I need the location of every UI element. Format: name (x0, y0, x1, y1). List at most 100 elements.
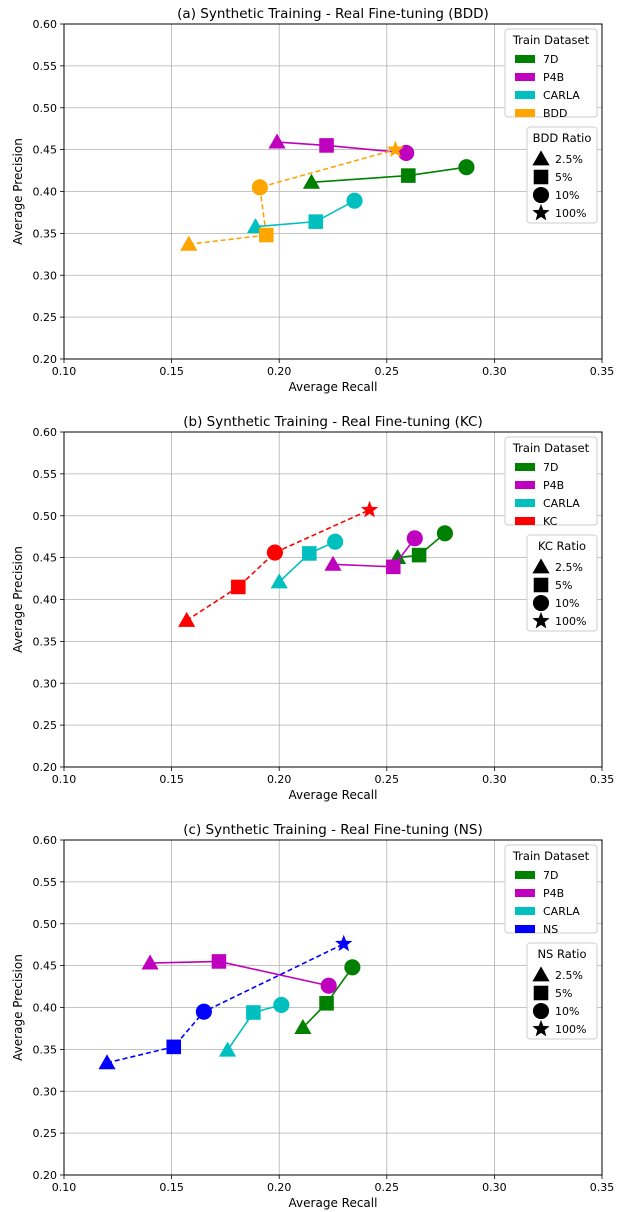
data-point-circle (195, 1003, 212, 1020)
data-point-circle (398, 144, 415, 162)
data-point-circle (327, 533, 344, 550)
legend-entry: KC (543, 515, 558, 528)
data-point-circle (436, 525, 453, 542)
y-tick-label: 0.60 (33, 834, 58, 847)
legend-marker-circle (532, 594, 550, 612)
data-point-square (385, 559, 401, 575)
data-point-triangle (302, 173, 321, 189)
x-tick-label: 0.30 (482, 1181, 507, 1194)
legend-entry: 2.5% (555, 153, 583, 166)
data-point-triangle (324, 555, 342, 571)
legend-entry: NS (543, 923, 558, 936)
data-point-square (166, 1039, 182, 1055)
legend-train-dataset: Train Dataset 7D P4B CARLA KC (504, 436, 598, 528)
x-tick-label: 0.10 (52, 365, 77, 378)
legend-swatch (515, 463, 535, 471)
legend-entry: BDD (543, 107, 568, 120)
x-tick-label: 0.35 (590, 1181, 615, 1194)
x-tick-label: 0.20 (267, 365, 292, 378)
y-axis-label: Average Precision (11, 954, 25, 1061)
x-tick-label: 0.20 (267, 773, 292, 786)
x-tick-label: 0.25 (375, 1181, 400, 1194)
series-line (188, 148, 396, 246)
x-tick-label: 0.25 (375, 773, 400, 786)
x-tick-label: 0.30 (482, 365, 507, 378)
data-point-circle (346, 192, 363, 209)
y-tick-label: 0.30 (33, 269, 58, 282)
y-axis-label: Average Precision (11, 138, 25, 245)
data-point-circle (344, 959, 361, 976)
legend-title: NS Ratio (537, 947, 586, 961)
plot-frame (63, 431, 603, 768)
legend-swatch (515, 109, 535, 117)
series-line (106, 943, 345, 1064)
x-tick-label: 0.15 (159, 1181, 184, 1194)
legend-swatch (515, 925, 535, 933)
legend-entry: P4B (543, 479, 564, 492)
series-p4b (324, 530, 423, 575)
legend-entry: 10% (555, 189, 579, 202)
data-point-square (411, 547, 427, 563)
legend-entry: 100% (555, 1023, 586, 1036)
x-tick-label: 0.10 (52, 773, 77, 786)
legend-swatch (515, 889, 535, 897)
chart-title: (a) Synthetic Training - Real Fine-tunin… (177, 6, 489, 22)
y-tick-label: 0.55 (33, 468, 58, 481)
y-tick-label: 0.25 (33, 719, 58, 732)
legend-swatch (515, 871, 535, 879)
data-point-square (302, 546, 317, 561)
legend-entry: 5% (555, 579, 572, 592)
chart-title: (b) Synthetic Training - Real Fine-tunin… (183, 414, 482, 430)
y-tick-label: 0.40 (33, 594, 58, 607)
series-kc (178, 500, 379, 627)
legend-train-dataset: Train Dataset 7D P4B CARLA NS (504, 844, 598, 936)
series-line (255, 200, 355, 228)
legend-entry: 10% (555, 597, 579, 610)
legend-entry: P4B (543, 887, 564, 900)
legend-swatch (515, 91, 535, 99)
data-point-triangle (270, 573, 288, 589)
legend-entry: 5% (555, 171, 572, 184)
legend-swatch (515, 73, 535, 81)
chart-title: (c) Synthetic Training - Real Fine-tunin… (183, 822, 482, 838)
legend-swatch (515, 481, 535, 489)
y-tick-label: 0.45 (33, 960, 58, 973)
x-tick-label: 0.30 (482, 773, 507, 786)
series-carla (218, 996, 290, 1057)
legend-marker-triangle (532, 966, 550, 982)
data-point-circle (320, 977, 337, 994)
legend-entry: 2.5% (555, 561, 583, 574)
series-7d (388, 525, 453, 565)
y-tick-label: 0.55 (33, 60, 58, 73)
x-tick-label: 0.25 (375, 365, 400, 378)
data-point-star (335, 934, 353, 952)
legend-marker-square (533, 169, 549, 185)
legend-marker-circle (532, 1002, 550, 1020)
legend-title: BDD Ratio (533, 131, 592, 145)
series-bdd (180, 140, 405, 251)
legend-entry: 7D (543, 53, 558, 66)
legend-marker-square (533, 577, 549, 593)
x-tick-label: 0.10 (52, 1181, 77, 1194)
legend-marker-star (532, 1019, 550, 1037)
legend-entry: 2.5% (555, 969, 583, 982)
data-point-circle (273, 996, 290, 1014)
data-point-triangle (294, 1019, 312, 1035)
series-carla (246, 192, 363, 234)
legend-entry: 7D (543, 461, 558, 474)
y-tick-label: 0.20 (33, 1169, 58, 1182)
data-point-star (360, 500, 379, 518)
legend-train-dataset: Train Dataset 7D P4B CARLA BDD (504, 28, 598, 120)
legend-title: Train Dataset (512, 33, 590, 47)
legend-marker-triangle (532, 558, 550, 574)
legend-marker-star (532, 203, 550, 221)
legend-swatch (515, 907, 535, 915)
plot-frame (63, 839, 603, 1176)
data-point-circle (406, 530, 423, 547)
data-point-square (259, 227, 274, 243)
legend-entry: 10% (555, 1005, 579, 1018)
legend-entry: CARLA (543, 497, 580, 510)
series-line (150, 960, 329, 987)
series-p4b (141, 954, 337, 994)
